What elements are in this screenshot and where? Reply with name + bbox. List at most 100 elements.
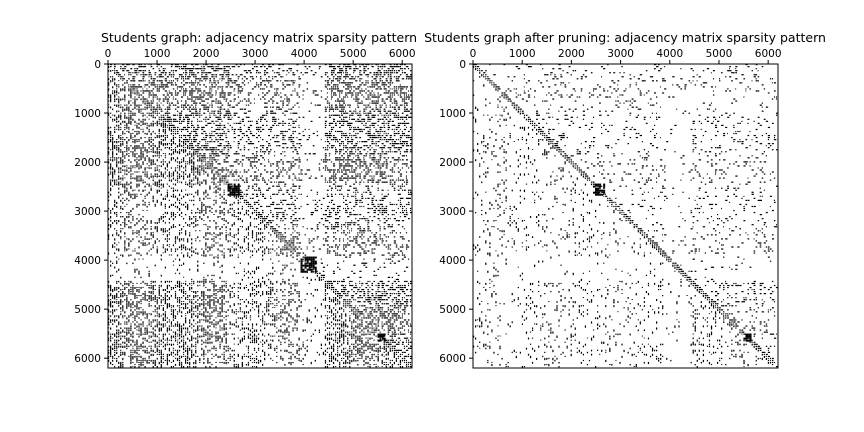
sparsity-mark xyxy=(381,66,383,68)
sparsity-mark xyxy=(128,248,130,250)
sparsity-mark xyxy=(377,102,379,104)
sparsity-mark xyxy=(116,159,118,161)
sparsity-mark xyxy=(138,347,140,349)
sparsity-mark xyxy=(389,70,392,72)
sparsity-mark xyxy=(373,143,375,145)
sparsity-mark xyxy=(389,76,392,78)
sparsity-mark xyxy=(199,183,201,186)
sparsity-mark xyxy=(150,122,152,125)
sparsity-mark xyxy=(120,216,122,218)
sparsity-mark xyxy=(124,226,126,228)
sparsity-mark xyxy=(112,207,114,210)
sparsity-mark xyxy=(144,86,146,88)
sparsity-mark xyxy=(288,138,290,141)
sparsity-mark xyxy=(381,126,383,129)
sparsity-mark xyxy=(154,167,156,169)
sparsity-mark xyxy=(409,86,413,88)
sparsity-mark xyxy=(118,157,120,159)
sparsity-mark xyxy=(391,94,393,96)
sparsity-mark xyxy=(128,183,130,186)
sparsity-mark xyxy=(140,155,142,158)
sparsity-mark xyxy=(201,159,203,162)
sparsity-mark xyxy=(189,268,191,271)
sparsity-mark xyxy=(132,290,134,293)
sparsity-mark xyxy=(381,82,384,84)
sparsity-mark xyxy=(343,147,345,149)
sparsity-mark xyxy=(355,88,358,90)
sparsity-mark xyxy=(138,325,140,328)
sparsity-mark xyxy=(355,126,357,129)
sparsity-mark xyxy=(148,114,150,117)
sparsity-mark xyxy=(146,171,148,173)
sparsity-mark xyxy=(166,195,168,198)
sparsity-mark xyxy=(162,88,165,90)
sparsity-mark xyxy=(197,147,199,149)
sparsity-mark xyxy=(168,153,171,155)
sparsity-mark xyxy=(387,70,390,72)
sparsity-mark xyxy=(116,120,118,123)
sparsity-mark xyxy=(114,118,116,121)
sparsity-mark xyxy=(187,238,189,241)
sparsity-mark xyxy=(405,74,409,76)
sparsity-mark xyxy=(154,72,157,74)
sparsity-mark xyxy=(298,132,301,135)
sparsity-mark xyxy=(385,122,387,124)
sparsity-mark xyxy=(227,80,230,82)
sparsity-mark xyxy=(128,293,130,295)
sparsity-mark xyxy=(296,112,298,114)
sparsity-mark xyxy=(260,76,262,78)
sparsity-mark xyxy=(324,86,328,88)
sparsity-mark xyxy=(185,357,187,361)
sparsity-mark xyxy=(193,331,195,333)
sparsity-mark xyxy=(150,185,152,187)
sparsity-mark xyxy=(381,151,384,153)
sparsity-mark xyxy=(180,82,183,84)
sparsity-mark xyxy=(134,124,136,126)
sparsity-mark xyxy=(199,181,201,183)
sparsity-mark xyxy=(162,341,164,344)
sparsity-mark xyxy=(162,175,164,178)
sparsity-mark xyxy=(193,199,195,202)
sparsity-mark xyxy=(162,246,164,249)
sparsity-mark xyxy=(164,238,166,240)
sparsity-mark xyxy=(379,157,382,159)
sparsity-mark xyxy=(282,130,284,133)
sparsity-mark xyxy=(339,151,342,153)
sparsity-mark xyxy=(284,155,286,157)
sparsity-mark xyxy=(112,222,114,224)
sparsity-mark xyxy=(213,141,216,143)
sparsity-mark xyxy=(144,102,146,105)
sparsity-mark xyxy=(142,96,145,98)
sparsity-mark xyxy=(197,268,199,272)
sparsity-mark xyxy=(217,141,219,143)
sparsity-mark xyxy=(178,232,181,235)
sparsity-mark xyxy=(397,112,399,114)
sparsity-mark xyxy=(180,333,183,335)
sparsity-mark xyxy=(182,246,185,249)
sparsity-mark xyxy=(227,141,229,143)
sparsity-mark xyxy=(189,70,192,72)
sparsity-mark xyxy=(152,151,154,153)
sparsity-mark xyxy=(268,134,270,137)
sparsity-mark xyxy=(270,130,272,133)
sparsity-mark xyxy=(158,132,160,134)
sparsity-mark xyxy=(375,130,378,133)
sparsity-mark xyxy=(170,329,173,331)
sparsity-mark xyxy=(148,319,150,321)
sparsity-mark xyxy=(110,339,112,342)
sparsity-mark xyxy=(116,333,118,335)
sparsity-mark xyxy=(187,130,189,133)
sparsity-mark xyxy=(144,159,146,162)
sparsity-mark xyxy=(130,118,132,120)
sparsity-mark xyxy=(353,90,355,92)
sparsity-mark xyxy=(270,106,272,108)
sparsity-mark xyxy=(140,327,142,330)
sparsity-mark xyxy=(116,70,118,72)
sparsity-mark xyxy=(203,112,206,114)
sparsity-mark xyxy=(197,305,199,307)
sparsity-mark xyxy=(176,175,179,177)
sparsity-mark xyxy=(122,161,124,164)
sparsity-mark xyxy=(371,90,373,92)
sparsity-mark xyxy=(231,106,234,108)
sparsity-mark xyxy=(187,114,189,116)
